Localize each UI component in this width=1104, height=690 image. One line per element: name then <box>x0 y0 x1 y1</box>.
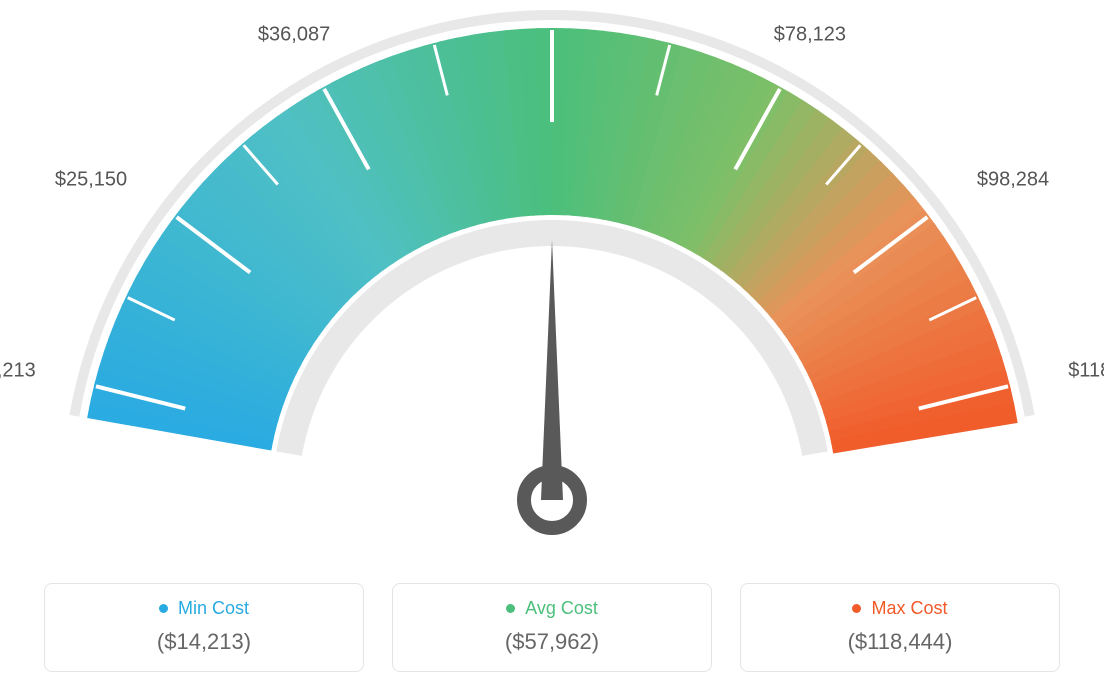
legend-card-max: Max Cost ($118,444) <box>740 583 1060 672</box>
legend-value-max: ($118,444) <box>741 629 1059 655</box>
legend-row: Min Cost ($14,213) Avg Cost ($57,962) Ma… <box>0 583 1104 672</box>
gauge-tick-label: $78,123 <box>774 23 846 46</box>
gauge-tick-label: $36,087 <box>258 23 330 46</box>
legend-bullet-min <box>159 604 168 613</box>
legend-bullet-avg <box>506 604 515 613</box>
legend-label-avg: Avg Cost <box>525 598 598 619</box>
legend-bullet-max <box>852 604 861 613</box>
legend-title-avg: Avg Cost <box>506 598 598 619</box>
legend-title-max: Max Cost <box>852 598 947 619</box>
legend-value-avg: ($57,962) <box>393 629 711 655</box>
legend-label-max: Max Cost <box>871 598 947 619</box>
legend-card-min: Min Cost ($14,213) <box>44 583 364 672</box>
legend-title-min: Min Cost <box>159 598 249 619</box>
legend-card-avg: Avg Cost ($57,962) <box>392 583 712 672</box>
gauge-svg <box>0 0 1104 560</box>
legend-value-min: ($14,213) <box>45 629 363 655</box>
gauge-tick-label: $25,150 <box>55 168 127 191</box>
legend-label-min: Min Cost <box>178 598 249 619</box>
gauge-tick-label: $118,444 <box>1068 360 1104 383</box>
cost-gauge-chart: $14,213$25,150$36,087$57,962$78,123$98,2… <box>0 0 1104 690</box>
gauge-tick-label: $98,284 <box>977 168 1049 191</box>
gauge-tick-label: $14,213 <box>0 360 36 383</box>
gauge-area: $14,213$25,150$36,087$57,962$78,123$98,2… <box>0 0 1104 560</box>
